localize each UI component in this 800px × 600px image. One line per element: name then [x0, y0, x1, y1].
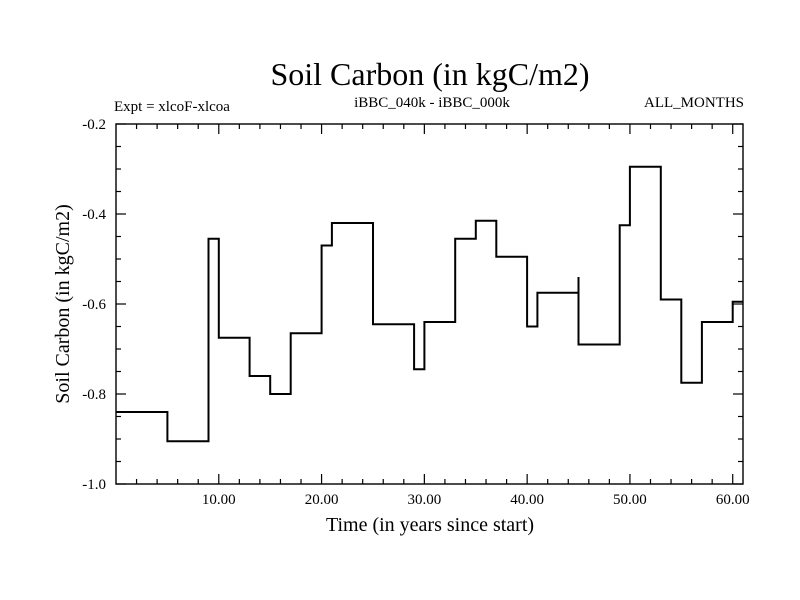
comparison-label: iBBC_040k - iBBC_000k [354, 95, 510, 111]
experiment-label: Expt = xlcoF-xlcoa [114, 99, 230, 115]
y-tick-label: -0.6 [82, 297, 106, 313]
y-tick-label: -0.2 [82, 117, 106, 133]
x-tick-label: 20.00 [305, 492, 339, 508]
x-tick-label: 50.00 [613, 492, 647, 508]
y-tick-label: -1.0 [82, 477, 106, 493]
x-tick-label: 10.00 [202, 492, 236, 508]
months-label: ALL_MONTHS [644, 95, 744, 111]
y-tick-label: -0.8 [82, 387, 106, 403]
x-axis-label: Time (in years since start) [326, 514, 534, 536]
y-axis-label: Soil Carbon (in kgC/m2) [52, 204, 74, 403]
x-tick-label: 30.00 [407, 492, 441, 508]
y-tick-label: -0.4 [82, 207, 106, 223]
axis-tick-labels: 10.00 20.00 30.00 40.00 50.00 60.00 -1.0 -0.8 -0… [82, 117, 749, 508]
plot-frame [115, 123, 744, 485]
soil-carbon-series-line [116, 165, 743, 443]
x-tick-label: 60.00 [716, 492, 750, 508]
axis-ticks [116, 123, 743, 485]
chart-title: Soil Carbon (in kgC/m2) [270, 56, 589, 92]
x-tick-label: 40.00 [510, 492, 544, 508]
